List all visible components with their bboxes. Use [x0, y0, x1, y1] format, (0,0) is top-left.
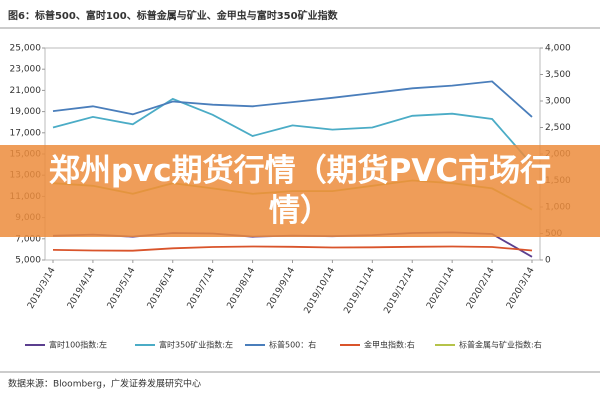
banner-text: 郑州pvc期货行情（期货PVC市场行情）: [48, 153, 552, 229]
y-tick-label: 5,000: [15, 256, 41, 266]
y-tick-label: 7,000: [15, 234, 41, 244]
source: 数据来源：Bloomberg，广发证券发展研究中心: [8, 378, 201, 390]
series-line: [52, 80, 533, 118]
series-line: [52, 97, 533, 166]
banner: 郑州pvc期货行情（期货PVC市场行情）: [0, 145, 600, 237]
y-tick-label: 23,000: [10, 65, 42, 75]
y2-tick-label: 2,500: [545, 123, 571, 133]
legend-label: 富时100指数:左: [49, 340, 107, 350]
y-tick-label: 25,000: [10, 44, 42, 54]
y-tick-label: 19,000: [10, 107, 42, 117]
y2-tick-label: 4,000: [545, 44, 571, 54]
y2-tick-label: 0: [545, 256, 551, 266]
y-tick-label: 17,000: [10, 128, 42, 138]
y2-tick-label: 3,000: [545, 97, 571, 107]
legend-label: 富时350矿业指数:左: [159, 340, 233, 350]
y-tick-label: 21,000: [10, 86, 42, 96]
legend-label: 标普金属与矿业指数:右: [459, 340, 542, 350]
chart-title: 图6：标普500、富时100、标普金属与矿业、金甲虫与富时350矿业指数: [8, 9, 339, 22]
legend-label: 标普500：右: [269, 340, 316, 350]
legend-label: 金甲虫指数:右: [364, 340, 415, 350]
series-line: [52, 245, 533, 252]
y2-tick-label: 3,500: [545, 70, 571, 80]
